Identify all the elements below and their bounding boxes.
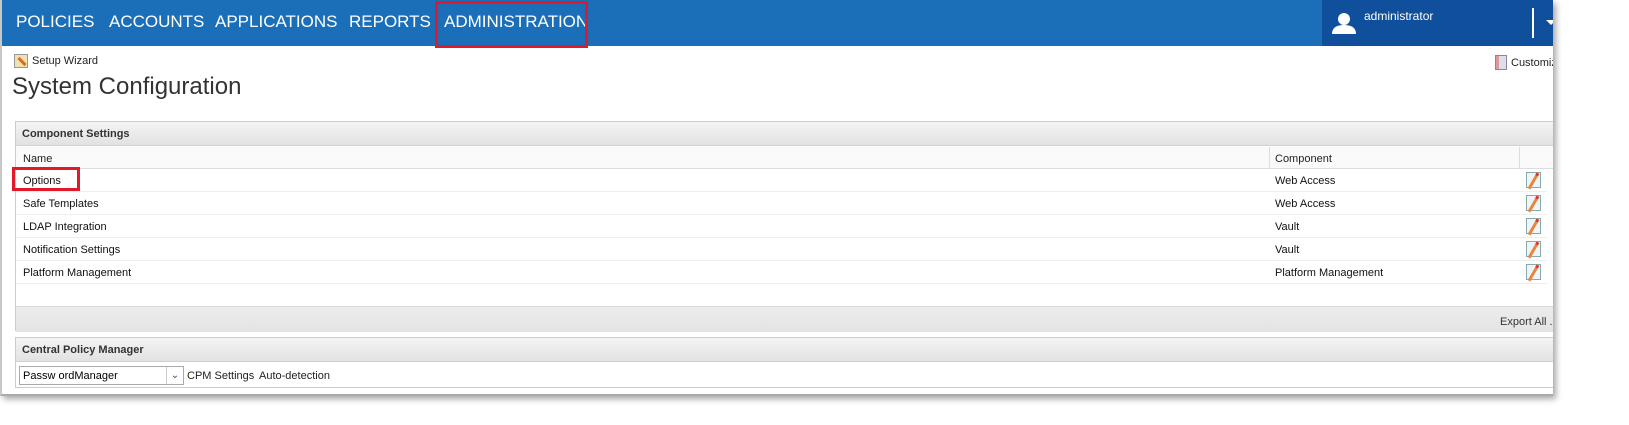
divider <box>1532 8 1534 38</box>
row-name[interactable]: Notification Settings <box>23 244 121 256</box>
auto-detection-link[interactable]: Auto-detection <box>259 370 330 382</box>
cpm-select[interactable]: Passw ordManager ⌄ <box>19 366 184 385</box>
table-row[interactable]: LDAP Integration Vault <box>16 215 1547 238</box>
nav-applications[interactable]: APPLICATIONS <box>215 12 338 31</box>
chevron-down-icon[interactable] <box>1546 20 1553 25</box>
edit-icon[interactable] <box>1526 172 1541 188</box>
export-all-button[interactable]: Export All .. <box>1500 316 1553 328</box>
table-header: Name Component <box>16 147 1553 169</box>
nav-reports[interactable]: REPORTS <box>349 12 431 31</box>
highlight-box <box>435 1 588 48</box>
table-row[interactable]: Platform Management Platform Management <box>16 261 1547 284</box>
column-component[interactable]: Component <box>1275 153 1332 165</box>
row-component: Web Access <box>1275 175 1336 187</box>
edit-icon[interactable] <box>1526 218 1541 234</box>
edit-icon[interactable] <box>1526 241 1541 257</box>
row-component: Vault <box>1275 244 1300 256</box>
cpm-settings-link[interactable]: CPM Settings <box>187 370 255 382</box>
edit-icon[interactable] <box>1526 264 1541 280</box>
row-name[interactable]: Options <box>23 175 61 187</box>
row-component: Platform Management <box>1275 267 1384 279</box>
username: administrator <box>1364 9 1434 23</box>
wizard-icon <box>14 54 28 68</box>
table-row[interactable]: Notification Settings Vault <box>16 238 1547 261</box>
customize-label: Customize <box>1511 56 1553 69</box>
row-name[interactable]: Safe Templates <box>23 198 99 210</box>
page: POLICIES ACCOUNTS APPLICATIONS REPORTS A… <box>0 0 1553 396</box>
table-row[interactable]: Safe Templates Web Access <box>16 192 1547 215</box>
panel-title: Central Policy Manager <box>16 338 1553 362</box>
highlight-box <box>12 167 80 191</box>
column-name[interactable]: Name <box>23 153 53 165</box>
row-component: Vault <box>1275 221 1300 233</box>
nav-policies[interactable]: POLICIES <box>16 12 95 31</box>
customize-icon <box>1495 55 1507 70</box>
user-icon <box>1332 13 1356 34</box>
cpm-selected-value: Passw ordManager <box>23 370 118 382</box>
setup-wizard-label: Setup Wizard <box>32 55 99 67</box>
panel-title: Component Settings <box>16 122 1553 146</box>
panel-footer: Export All .. <box>16 306 1553 332</box>
table-row[interactable]: Options Web Access <box>16 169 1547 192</box>
edit-icon[interactable] <box>1526 195 1541 211</box>
nav-administration[interactable]: ADMINISTRATION <box>444 12 589 31</box>
user-menu[interactable]: administrator <box>1322 0 1553 46</box>
row-component: Web Access <box>1275 198 1336 210</box>
component-settings-panel: Component Settings Name Component Option… <box>15 121 1553 332</box>
nav-accounts[interactable]: ACCOUNTS <box>109 12 205 31</box>
page-title: System Configuration <box>12 73 242 100</box>
chevron-down-icon[interactable]: ⌄ <box>166 367 183 384</box>
top-nav: POLICIES ACCOUNTS APPLICATIONS REPORTS A… <box>2 0 1553 46</box>
row-name[interactable]: LDAP Integration <box>23 221 107 233</box>
cpm-panel: Central Policy Manager Passw ordManager … <box>15 337 1553 388</box>
row-name[interactable]: Platform Management <box>23 267 132 279</box>
setup-wizard-link[interactable]: Setup Wizard <box>14 54 98 68</box>
customize-link[interactable]: Customize <box>1495 55 1553 70</box>
